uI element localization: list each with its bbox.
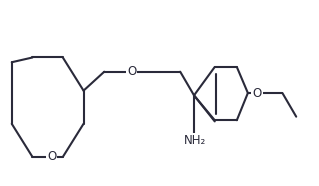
Text: O: O <box>47 150 56 163</box>
Text: NH₂: NH₂ <box>184 134 207 147</box>
Text: O: O <box>127 65 137 78</box>
Text: O: O <box>252 86 262 100</box>
